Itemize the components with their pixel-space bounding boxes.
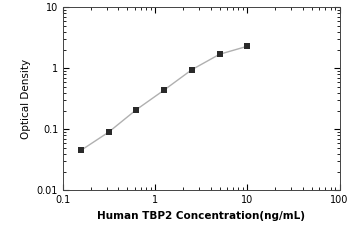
X-axis label: Human TBP2 Concentration(ng/mL): Human TBP2 Concentration(ng/mL) — [97, 211, 305, 221]
Y-axis label: Optical Density: Optical Density — [21, 59, 31, 139]
